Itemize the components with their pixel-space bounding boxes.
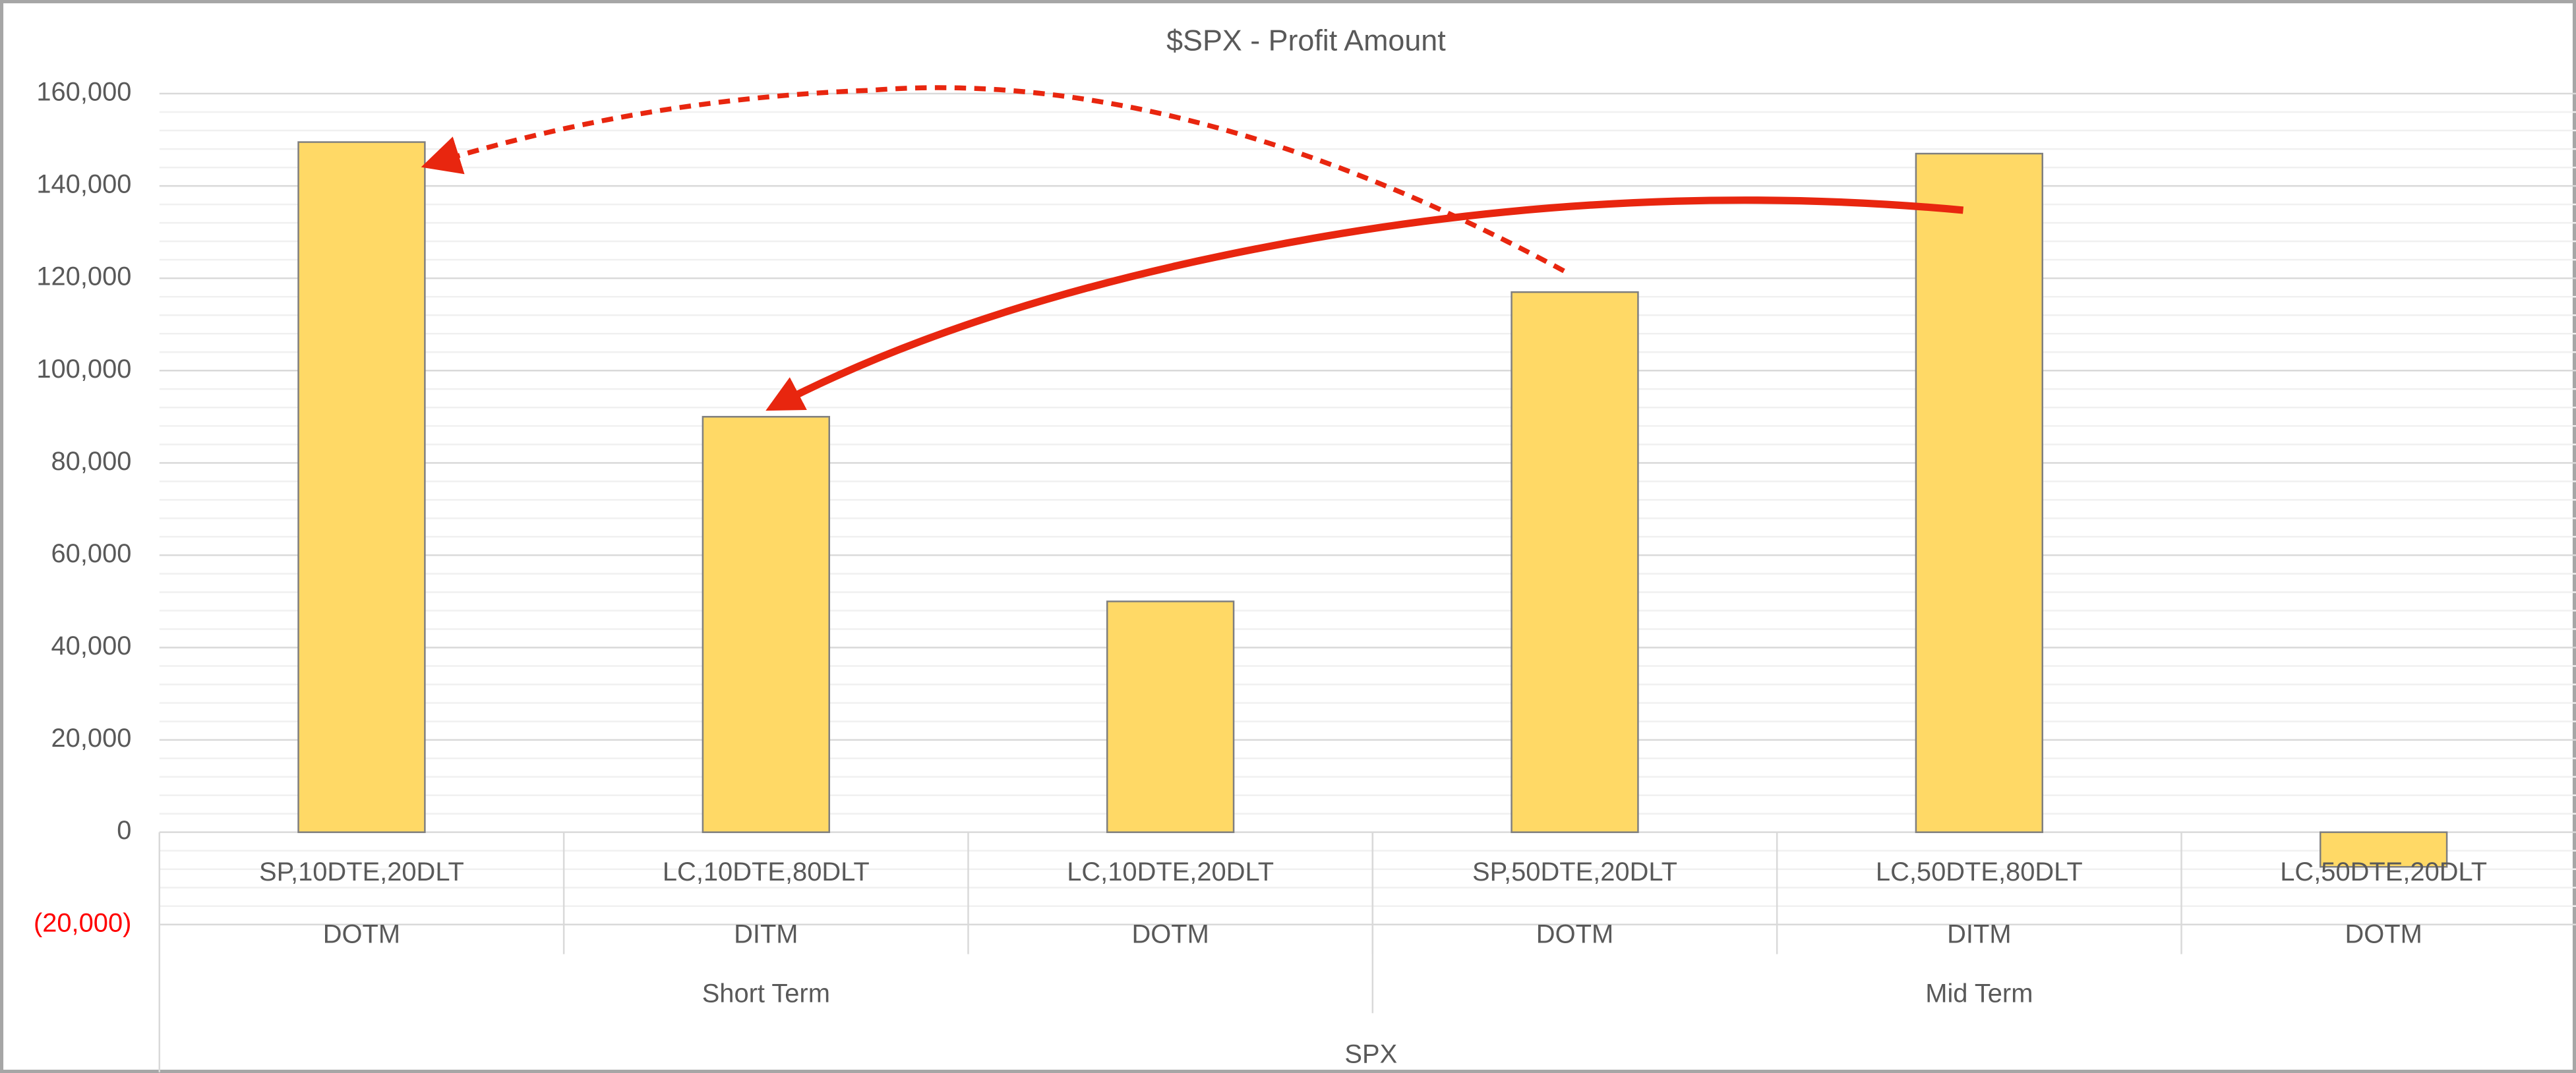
x-sublabel: DOTM xyxy=(1536,920,1613,949)
y-tick-label: 160,000 xyxy=(36,78,131,107)
y-tick-label: 40,000 xyxy=(51,631,132,660)
bar xyxy=(1915,152,2044,833)
x-tick-label: SP,10DTE,20DLT xyxy=(259,857,464,886)
y-tick-label: 20,000 xyxy=(51,724,132,753)
bar xyxy=(1106,600,1235,833)
bar xyxy=(1511,291,1639,833)
group-label: Short Term xyxy=(702,979,830,1008)
y-tick-label: (20,000) xyxy=(34,908,131,937)
x-sublabel: DOTM xyxy=(1131,920,1209,949)
bar xyxy=(297,141,426,833)
x-tick-label: LC,50DTE,80DLT xyxy=(1876,857,2083,886)
x-tick-label: LC,50DTE,20DLT xyxy=(2280,857,2487,886)
y-tick-label: 140,000 xyxy=(36,170,131,199)
axis-group-label: SPX xyxy=(1344,1040,1397,1069)
y-tick-label: 60,000 xyxy=(51,539,132,568)
labels: (20,000) 0 20,000 40,000 60,000 80,000 100,000… xyxy=(34,78,2487,1073)
x-tick-label: LC,10DTE,20DLT xyxy=(1067,857,1274,886)
y-tick-label: 80,000 xyxy=(51,447,132,476)
x-sublabel: DOTM xyxy=(2345,920,2422,949)
bar xyxy=(702,416,830,833)
chart-title: $SPX - Profit Amount xyxy=(1166,24,1446,57)
y-tick-label: 120,000 xyxy=(36,262,131,291)
y-tick-label: 100,000 xyxy=(36,355,131,384)
group-label: Mid Term xyxy=(1925,979,2033,1008)
dashed-arrow xyxy=(421,85,1565,274)
y-tick-label: 0 xyxy=(117,816,131,845)
x-tick-label: LC,10DTE,80DLT xyxy=(663,857,870,886)
x-sublabel: DITM xyxy=(734,920,798,949)
x-tick-label: SP,50DTE,20DLT xyxy=(1472,857,1677,886)
x-sublabel: DOTM xyxy=(323,920,400,949)
bar xyxy=(2320,831,2448,868)
bars xyxy=(297,141,2448,868)
x-sublabel: DITM xyxy=(1947,920,2011,949)
solid-arrow xyxy=(765,196,1964,411)
